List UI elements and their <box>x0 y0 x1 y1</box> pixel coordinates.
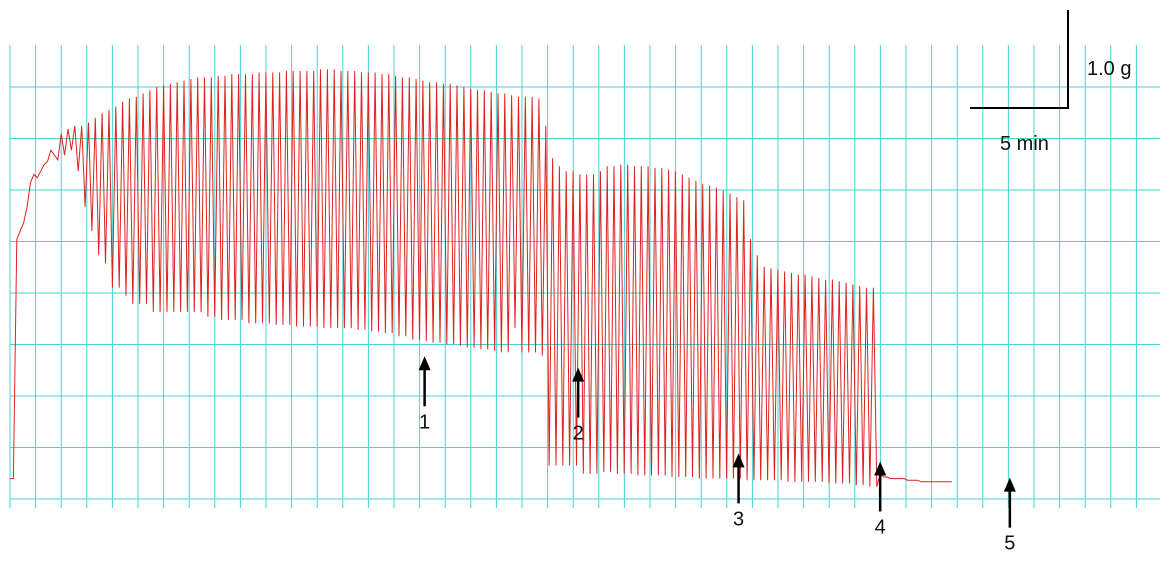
annotation-3: 3 <box>732 453 745 530</box>
annotation-label: 2 <box>573 423 584 445</box>
force-trace <box>10 69 952 487</box>
annotation-label: 3 <box>733 508 744 530</box>
arrow-up-icon <box>1003 477 1016 492</box>
annotation-1: 1 <box>418 356 431 433</box>
arrow-up-icon <box>874 461 887 476</box>
scale-bar: 1.0 g 5 min <box>970 10 1131 155</box>
annotation-label: 4 <box>875 516 886 538</box>
grid <box>9 45 1160 508</box>
arrow-up-icon <box>732 453 745 468</box>
scale-bar-vertical-label: 1.0 g <box>1087 58 1131 80</box>
annotation-label: 1 <box>419 411 430 433</box>
arrow-up-icon <box>572 367 585 382</box>
annotation-label: 5 <box>1004 533 1015 555</box>
annotation-4: 4 <box>874 461 887 538</box>
annotations: 1 2 3 4 5 <box>418 356 1016 555</box>
scale-bar-horizontal-label: 5 min <box>1000 133 1049 155</box>
arrow-up-icon <box>418 356 431 371</box>
annotation-5: 5 <box>1003 477 1016 555</box>
annotation-2: 2 <box>572 367 585 445</box>
